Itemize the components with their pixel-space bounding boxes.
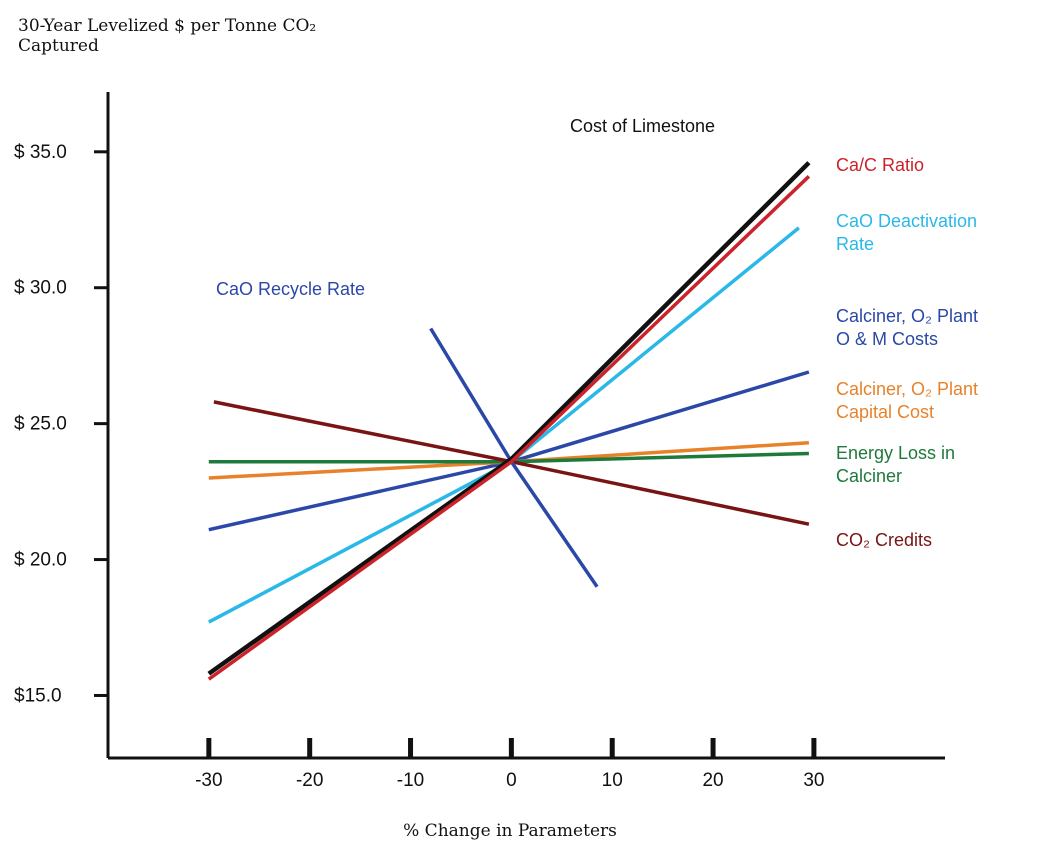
y-tick-label: $ 20.0 [14,550,67,571]
x-tick-label: 20 [702,770,723,791]
series-labels: Cost of Limestone Ca/C Ratio CaO Deactivat… [216,116,978,550]
series-label-calciner-o2-plant-o-m-costs: Calciner, O₂ Plant O & M Costs [836,306,978,349]
x-tick-label: -20 [296,770,323,791]
y-ticks: $15.0 $ 20.0 $ 25.0 $ 30.0 $ 35.0 [14,142,108,706]
series-label-ca-c-ratio: Ca/C Ratio [836,155,924,175]
x-tick-label: -30 [195,770,222,791]
series-label-cost-of-limestone: Cost of Limestone [570,116,715,136]
y-tick-label: $ 25.0 [14,414,67,435]
x-ticks: -30 -20 -10 0 10 20 30 [195,738,824,791]
y-tick-label: $15.0 [14,685,62,706]
y-axis-title-line-1: 30-Year Levelized $ per Tonne CO₂ [18,16,316,36]
y-tick-label: $ 35.0 [14,142,67,163]
y-tick-label: $ 30.0 [14,278,67,299]
series-line-cost-of-limestone [207,161,811,676]
series-label-calciner-o2-plant-capital-cost: Calciner, O₂ Plant Capital Cost [836,379,978,422]
x-tick-label: -10 [397,770,424,791]
y-axis-title-line-2: Captured [18,36,99,56]
series-label-co2-credits: CO₂ Credits [836,530,932,550]
x-axis-title: % Change in Parameters [403,821,617,841]
x-tick-label: 30 [803,770,824,791]
series-lines [207,161,811,681]
series-label-cao-recycle-rate: CaO Recycle Rate [216,279,365,299]
series-label-cao-deactivation-rate: CaO Deactivation Rate [836,211,977,254]
x-tick-label: 10 [602,770,623,791]
y-axis-title: 30-Year Levelized $ per Tonne CO₂ Captur… [18,16,316,56]
x-tick-label: 0 [506,770,517,791]
series-label-energy-loss-in-calciner: Energy Loss in Calciner [836,443,955,486]
series-line-ca-c-ratio [207,175,811,681]
